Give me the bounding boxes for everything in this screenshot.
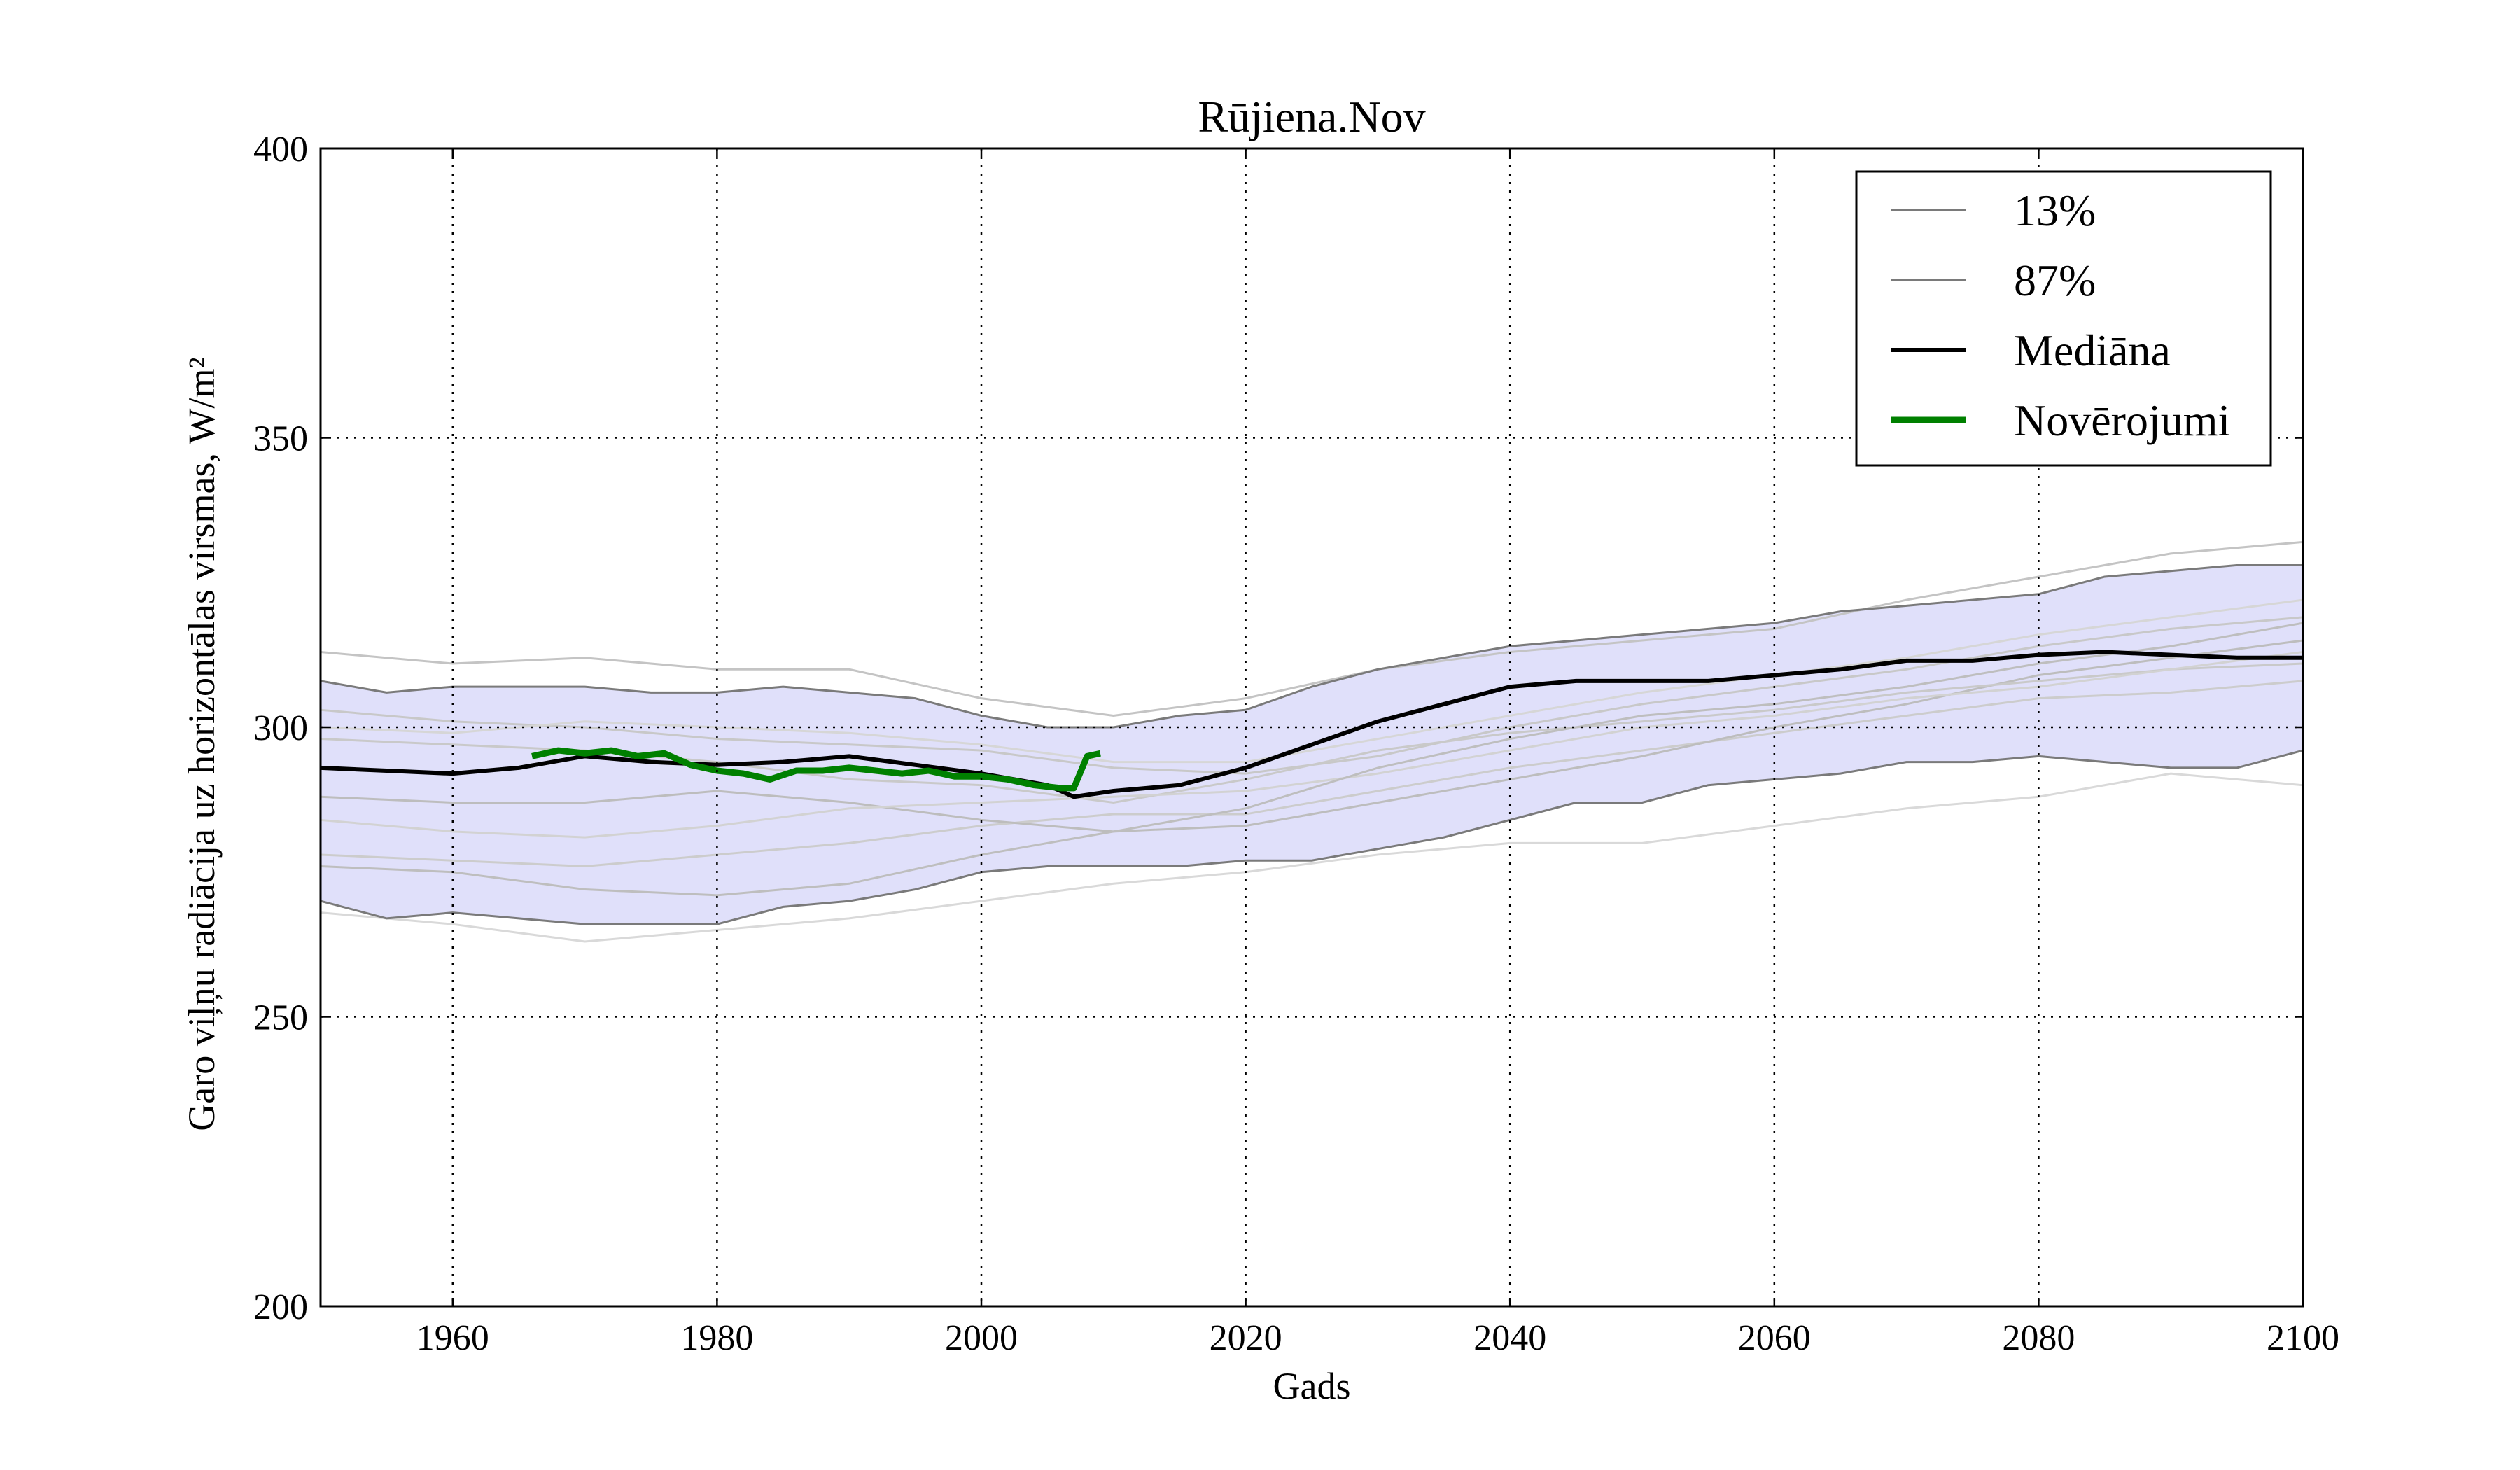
legend: 13% 87% Mediāna Novērojumi xyxy=(1855,170,2272,467)
x-axis-label: Gads xyxy=(1273,1365,1351,1407)
x-tick-label: 1980 xyxy=(680,1318,753,1358)
x-tick-label: 2000 xyxy=(945,1318,1018,1358)
legend-label: Mediāna xyxy=(2014,326,2171,375)
x-tick-label: 2040 xyxy=(1474,1318,1546,1358)
ensemble-member-line-5 xyxy=(321,639,2303,833)
x-tick-label: 2080 xyxy=(2002,1318,2075,1358)
grid xyxy=(321,148,2303,1306)
series-line-2 xyxy=(321,564,2303,729)
series-line-4 xyxy=(531,747,1101,792)
ensemble-member-line-1 xyxy=(321,540,2303,717)
legend-label: 87% xyxy=(2014,255,2096,305)
y-axis-label: Garo viļņu radiācija uz horizontālas vir… xyxy=(181,357,223,1130)
x-tick-label: 2020 xyxy=(1210,1318,1282,1358)
data-layer xyxy=(321,540,2303,943)
x-tick-label: 1960 xyxy=(416,1318,489,1358)
legend-label: Novērojumi xyxy=(2014,396,2230,445)
ensemble-member-line-4 xyxy=(321,680,2303,867)
ticks: 1960 1980 2000 2020 2040 2060 2080 2100 200 250 30… xyxy=(253,130,2339,1358)
y-tick-label: 200 xyxy=(253,1287,308,1327)
y-tick-label: 400 xyxy=(253,130,308,169)
y-tick-label: 350 xyxy=(253,419,308,459)
ensemble-member-line-9 xyxy=(321,598,2303,764)
x-tick-label: 2100 xyxy=(2267,1318,2339,1358)
ensemble-member-line-8 xyxy=(321,622,2303,897)
ensemble-member-line-2 xyxy=(321,772,2303,943)
plot-area: 1960 1980 2000 2020 2040 2060 2080 2100 200 250 30… xyxy=(253,130,2339,1358)
x-tick-label: 2060 xyxy=(1738,1318,1811,1358)
y-tick-label: 250 xyxy=(253,998,308,1038)
series-line-3 xyxy=(321,650,2303,799)
chart-title: Rūjiena.Nov xyxy=(1198,92,1425,141)
y-tick-label: 300 xyxy=(253,708,308,748)
legend-label: 13% xyxy=(2014,186,2096,235)
legend-box xyxy=(1855,170,2272,467)
ensemble-member-line-7 xyxy=(321,651,2303,839)
series-line-1 xyxy=(321,749,2303,925)
